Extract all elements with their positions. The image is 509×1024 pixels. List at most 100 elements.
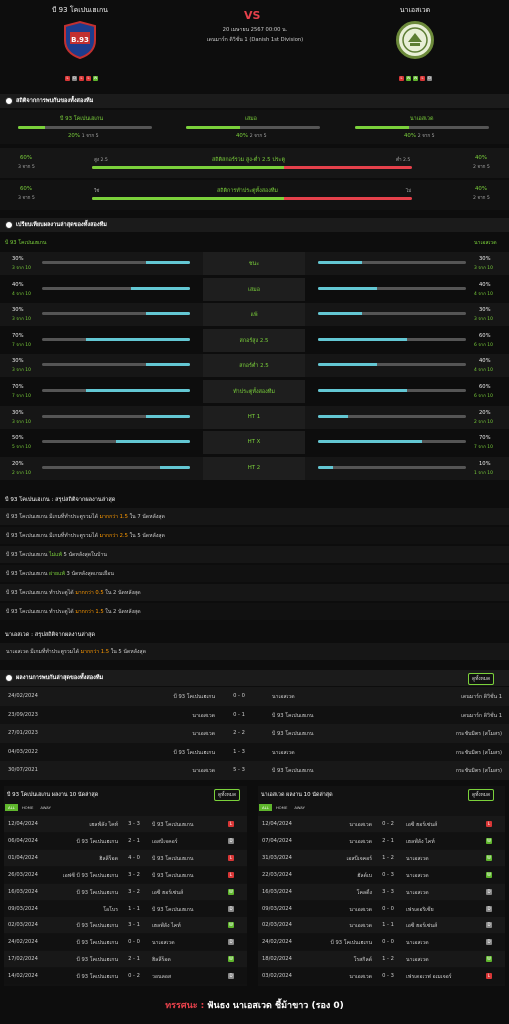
h2h-score: 0 - 0 (233, 693, 245, 699)
compare-title: เปรียบเทียบผลงานล่าสุดของทั้งสองทีม (16, 222, 107, 228)
compare-away-pct: 40% (479, 281, 491, 288)
away-win-pct-row: 40% 2 จาก 5 (404, 133, 435, 140)
match-away: นาเอสเวด (406, 855, 429, 862)
match-score: 1 - 1 (382, 922, 394, 929)
home-logo-text: B.93 (71, 36, 89, 44)
compare-home-pct: 50% (12, 435, 24, 442)
compare-label: สกอร์สูง 2.5 (239, 337, 269, 344)
form-badge: D (72, 76, 77, 81)
match-date: 24/02/2024 (8, 939, 38, 946)
recent-match-row[interactable]: 12/04/2024 เฮลฟ์ลัง ไคท์ 3 - 3 บี 93 โคเปนเ… (4, 816, 247, 832)
h2h-away: บี 93 โคเปนเฮเกน (272, 768, 314, 774)
recent-match-row[interactable]: 16/03/2024 โคลดิ้ง 3 - 3 นาเอสเวด D (258, 883, 505, 900)
match-home: นาเอสเวด (349, 974, 372, 981)
match-score: 3 - 2 (128, 888, 140, 895)
recent-match-row[interactable]: 09/03/2024 โอโบร 1 - 1 บี 93 โคเปนเฮเกน D (4, 900, 247, 917)
compare-away-count: 4 จาก 10 (474, 368, 493, 374)
recent-match-row[interactable]: 09/03/2024 นาเอสเวด 0 - 0 เฟรเดอริเซีย D (258, 900, 505, 917)
match-date: 02/03/2024 (8, 922, 38, 929)
recent-match-row[interactable]: 18/02/2024 โรสกิลด์ 1 - 2 นาเอสเวด W (258, 951, 505, 968)
summary-line: บี 93 โคเปนเฮเกน มีเกมที่ทำประตูรวมได้ ม… (0, 527, 509, 544)
match-date: 24/02/2024 (262, 939, 292, 946)
compare-home-count: 7 จาก 10 (12, 342, 31, 348)
recent-match-row[interactable]: 12/04/2024 นาเอสเวด 0 - 2 เอซี ฮอร์เซ่นส์ L (258, 816, 505, 832)
filter-tab-all[interactable]: ALL (259, 804, 272, 811)
away-win-count: 2 จาก 5 (417, 134, 435, 139)
btts-no-label: ไม่ (406, 189, 412, 194)
filter-tab-away[interactable]: AWAY (294, 805, 305, 810)
result-badge: L (486, 973, 492, 980)
match-score: 0 - 0 (382, 939, 394, 946)
recent-match-row[interactable]: 02/03/2024 นาเอสเวด 1 - 1 เอซี ฮอร์เซ่นส์ D (258, 917, 505, 934)
recent-match-row[interactable]: 17/02/2024 บี 93 โคเปนเฮเกน 2 - 1 ฮิลลีร็อด… (4, 951, 247, 968)
match-date: 06/04/2024 (8, 837, 38, 844)
compare-label: แพ้ (250, 312, 258, 319)
h2h-date: 23/09/2023 (8, 711, 38, 718)
compare-away-pct: 10% (479, 460, 491, 467)
recent-match-row[interactable]: 26/03/2024 เอฟซี บี 93 โคเปนเฮเกน 3 - 2 บี … (4, 866, 247, 883)
match-home: โอโบร (103, 906, 118, 913)
compare-home-bar (42, 414, 190, 418)
recent-match-row[interactable]: 16/03/2024 บี 93 โคเปนเฮเกน 3 - 2 เอซี ฮอร์… (4, 883, 247, 900)
result-badge: L (228, 854, 234, 861)
compare-away-pct: 60% (479, 384, 491, 390)
summary-line: บี 93 โคเปนเฮเกน ทำประตูได้ มากกว่า 0.5 … (0, 584, 509, 601)
compare-away-bar (318, 363, 466, 367)
match-home: นาเอสเวด (349, 923, 372, 930)
recent-match-row[interactable]: 31/03/2024 เอสบีเจคอร์ 1 - 2 นาเอสเวด W (258, 849, 505, 866)
compare-row: 30% 3 จาก 10 ชนะ 30% 3 จาก 10 (0, 252, 509, 275)
match-score: 2 - 1 (128, 837, 140, 844)
compare-row: 40% 4 จาก 10 เสมอ 40% 4 จาก 10 (0, 277, 509, 301)
compare-home-bar (42, 389, 190, 392)
h2h-row[interactable]: 24/02/2024 บี 93 โคเปนเฮเกน 0 - 0 นาเอสเวด เ… (0, 687, 509, 706)
filter-tab-all[interactable]: ALL (5, 804, 18, 811)
summary-highlight: มากกว่า 0.5 (75, 590, 104, 596)
ou-left-pct: 60% (20, 155, 32, 161)
h2h-row[interactable]: 27/01/2023 นาเอสเวด 2 - 2 บี 93 โคเปนเฮเกน ก… (0, 724, 509, 743)
filter-tab-away[interactable]: AWAY (40, 805, 51, 810)
recent-match-row[interactable]: 02/03/2024 บี 93 โคเปนเฮเกน 3 - 1 เฮลฟ์ลัง … (4, 917, 247, 934)
compare-away-pct: 30% (479, 307, 491, 314)
home-last10-view-all-button[interactable]: ดูทั้งหมด (214, 789, 241, 801)
recent-match-row[interactable]: 24/02/2024 บี 93 โคเปนเฮเกน 0 - 0 นาเอสเวด D (4, 934, 247, 951)
result-badge: D (228, 837, 234, 844)
ou-left-count: 3 จาก 5 (18, 165, 35, 170)
h2h-competition: กระชับมิตร (สโมสร) (455, 731, 502, 737)
h2h-row[interactable]: 04/03/2022 บี 93 โคเปนเฮเกน 1 - 3 นาเอสเวด ก… (0, 742, 509, 762)
recent-match-row[interactable]: 22/03/2024 ฮัลด์เบ 0 - 3 นาเอสเวด W (258, 866, 505, 883)
h2h-row[interactable]: 23/09/2023 นาเอสเวด 0 - 1 บี 93 โคเปนเฮเกน เ… (0, 705, 509, 725)
recent-match-row[interactable]: 24/02/2024 บี 93 โคเปนเฮเกน 0 - 0 นาเอสเวด D (258, 934, 505, 951)
away-win-pct: 40% (404, 133, 416, 139)
result-badge: W (228, 888, 234, 895)
compare-home-bar (42, 363, 190, 367)
ou-over-label: สูง 2.5 (94, 158, 108, 163)
filter-tab-home[interactable]: HOME (275, 805, 288, 810)
recent-match-row[interactable]: 14/02/2024 บี 93 โคเปนเฮเกน 0 - 2 วอนลอส D (4, 968, 247, 985)
form-badge: L (399, 76, 404, 81)
form-badge: W (413, 76, 418, 81)
summary-line: บี 93 โคเปนเฮเกน ผ่ายแพ้ 3 นัดหลังสุดเกม… (0, 565, 509, 582)
home-win-count: 1 จาก 5 (81, 134, 99, 139)
compare-away-name: นาเอสเวด (474, 240, 497, 246)
result-badge: D (228, 905, 234, 912)
filter-tab-home[interactable]: HOME (21, 805, 34, 810)
recent-match-row[interactable]: 03/02/2024 นาเอสเวด 0 - 3 เฟรเดอเวฟ อเมเจอร… (258, 968, 505, 985)
compare-center-cell (203, 405, 305, 429)
ou-under-label: ต่ำ 2.5 (396, 158, 411, 163)
recent-match-row[interactable]: 06/04/2024 บี 93 โคเปนเฮเกน 2 - 1 เอสบีเจคอ… (4, 832, 247, 849)
match-away: บี 93 โคเปนเฮเกน (152, 872, 194, 879)
compare-away-count: 1 จาก 10 (474, 470, 493, 476)
draw-bar (186, 126, 320, 129)
compare-home-bar (42, 337, 190, 341)
h2h-date: 27/01/2023 (8, 730, 38, 736)
h2h-row[interactable]: 30/07/2021 นาเอสเวด 5 - 3 บี 93 โคเปนเฮเกน ก… (0, 761, 509, 780)
away-last10-view-all-button[interactable]: ดูทั้งหมด (468, 789, 495, 801)
summary-text: บี 93 โคเปนเฮเกน (6, 552, 50, 558)
h2h-view-all-button[interactable]: ดูทั้งหมด (468, 673, 495, 685)
compare-row: 30% 3 จาก 10 แพ้ 30% 3 จาก 10 (0, 303, 509, 327)
recent-match-row[interactable]: 01/04/2024 ฮิลลีร็อด 4 - 0 บี 93 โคเปนเฮเกน… (4, 849, 247, 866)
match-date: 12/04/2024 (262, 821, 292, 827)
recent-match-row[interactable]: 07/04/2024 นาเอสเวด 2 - 1 เฮลฟ์ลัง ไคท์ W (258, 832, 505, 849)
compare-home-bar (42, 465, 190, 469)
